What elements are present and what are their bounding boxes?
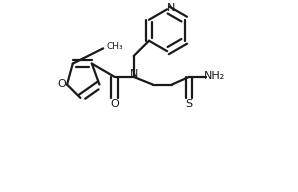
Text: CH₃: CH₃ (106, 41, 123, 50)
Text: S: S (185, 99, 193, 109)
Text: O: O (110, 99, 119, 109)
Text: N: N (167, 3, 176, 13)
Text: NH₂: NH₂ (204, 71, 225, 81)
Text: N: N (130, 69, 138, 79)
Text: O: O (57, 79, 66, 89)
